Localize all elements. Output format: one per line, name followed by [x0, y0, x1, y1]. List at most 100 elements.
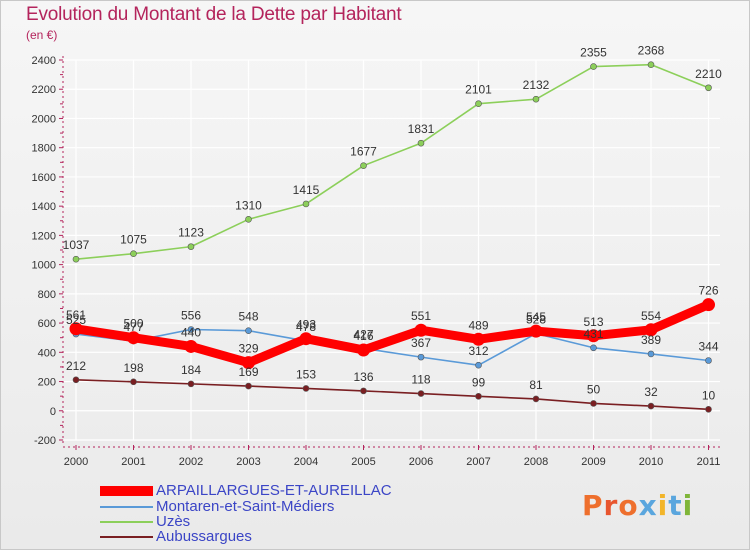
- data-point-aubussargues: [360, 387, 367, 395]
- y-tick-label: 1400: [32, 201, 56, 213]
- data-point-aubussargues: [187, 380, 195, 388]
- data-label-arpaillargues-et-aureillac: 561: [66, 308, 86, 322]
- data-label-uzes: 2368: [638, 44, 665, 58]
- y-tick-label: 0: [50, 406, 56, 418]
- data-point-aubussargues: [72, 376, 80, 384]
- x-tick-label: 2004: [294, 456, 318, 468]
- data-label-uzes: 1037: [63, 238, 90, 252]
- data-label-arpaillargues-et-aureillac: 493: [296, 318, 316, 332]
- data-point-uzes: [360, 162, 367, 169]
- data-label-arpaillargues-et-aureillac: 440: [181, 325, 201, 339]
- data-label-arpaillargues-et-aureillac: 545: [526, 310, 546, 324]
- data-point-arpaillargues-et-aureillac: [242, 356, 255, 370]
- data-label-aubussargues: 99: [472, 375, 486, 389]
- data-label-montaren-et-saint-mediers: 548: [238, 310, 258, 324]
- data-label-arpaillargues-et-aureillac: 551: [411, 309, 431, 323]
- data-point-uzes: [590, 63, 597, 70]
- series-line-aubussargues: [75, 378, 710, 411]
- logo-letter: i: [657, 489, 669, 522]
- data-point-aubussargues: [302, 385, 310, 392]
- data-point-arpaillargues-et-aureillac: [357, 343, 370, 357]
- series-line-uzes: [75, 63, 710, 261]
- data-label-montaren-et-saint-mediers: 525: [66, 313, 86, 327]
- x-tick-label: 2000: [64, 456, 88, 468]
- data-label-uzes: 1415: [293, 183, 320, 197]
- data-label-aubussargues: 81: [529, 378, 543, 392]
- series-lines: [69, 61, 715, 413]
- data-point-montaren-et-saint-mediers: [647, 350, 655, 358]
- data-label-aubussargues: 136: [353, 370, 373, 384]
- data-point-arpaillargues-et-aureillac: [299, 332, 313, 346]
- data-point-uzes: [475, 100, 482, 107]
- logo-letter: o: [618, 489, 639, 522]
- y-tick-label: 400: [38, 347, 56, 359]
- data-point-aubussargues: [647, 402, 655, 410]
- data-point-uzes: [647, 61, 655, 68]
- data-point-arpaillargues-et-aureillac: [414, 323, 428, 337]
- series-line-arpaillargues-et-aureillac: [71, 300, 713, 368]
- data-label-aubussargues: 32: [644, 385, 658, 399]
- data-point-arpaillargues-et-aureillac: [69, 322, 83, 336]
- data-point-aubussargues: [130, 378, 137, 386]
- data-point-montaren-et-saint-mediers: [705, 357, 712, 364]
- logo-letter: P: [582, 489, 604, 522]
- data-point-uzes: [245, 216, 252, 223]
- y-tick-label: 2400: [32, 55, 56, 67]
- data-label-montaren-et-saint-mediers: 478: [296, 320, 316, 334]
- data-point-uzes: [187, 243, 195, 250]
- data-point-aubussargues: [245, 382, 252, 390]
- data-label-aubussargues: 118: [411, 373, 430, 387]
- x-tick-label: 2007: [466, 456, 490, 468]
- y-tick-label: -200: [34, 435, 56, 447]
- x-tick-label: 2005: [351, 456, 375, 468]
- data-point-uzes: [302, 200, 310, 208]
- data-label-montaren-et-saint-mediers: 312: [468, 344, 488, 358]
- proxiti-logo: Proxiti: [582, 489, 693, 522]
- data-label-uzes: 2210: [695, 67, 722, 81]
- axes: -200 0 200 400 600 800 1000 1200 1400 1600 1800 200…: [32, 55, 721, 468]
- legend-label-uzes: Uzès: [156, 513, 191, 530]
- data-label-uzes: 2101: [465, 83, 492, 97]
- chart-subtitle: (en €): [26, 28, 58, 42]
- y-tick-label: 1600: [32, 172, 56, 184]
- data-point-uzes: [532, 95, 540, 103]
- logo-letter: r: [603, 489, 619, 522]
- x-tick-label: 2011: [697, 456, 721, 468]
- data-label-uzes: 1831: [408, 122, 435, 136]
- data-point-uzes: [130, 250, 137, 257]
- data-label-aubussargues: 184: [181, 363, 201, 377]
- data-label-uzes: 2355: [580, 46, 607, 60]
- data-point-arpaillargues-et-aureillac: [184, 339, 198, 353]
- data-point-aubussargues: [532, 395, 540, 403]
- data-label-montaren-et-saint-mediers: 389: [641, 333, 661, 347]
- data-point-arpaillargues-et-aureillac: [127, 331, 140, 345]
- data-label-arpaillargues-et-aureillac: 513: [583, 315, 603, 329]
- x-tick-label: 2010: [639, 456, 663, 468]
- y-tick-label: 200: [38, 377, 56, 389]
- data-label-arpaillargues-et-aureillac: 726: [698, 284, 718, 298]
- data-label-montaren-et-saint-mediers: 528: [526, 313, 546, 327]
- legend-swatch-montaren-et-saint-mediers: [100, 506, 153, 508]
- data-label-montaren-et-saint-mediers: 431: [583, 327, 603, 341]
- legend-label-aubussargues: Aubussargues: [156, 528, 252, 545]
- data-label-montaren-et-saint-mediers: 427: [353, 327, 373, 341]
- data-label-arpaillargues-et-aureillac: 554: [641, 309, 661, 323]
- data-label-uzes: 2132: [523, 78, 550, 92]
- data-label-aubussargues: 198: [123, 361, 143, 375]
- data-point-montaren-et-saint-mediers: [245, 327, 252, 334]
- logo-letter: x: [638, 489, 658, 522]
- y-tick-label: 2000: [32, 113, 56, 125]
- data-point-montaren-et-saint-mediers: [590, 344, 597, 352]
- logo-letter: t: [668, 489, 683, 522]
- data-point-arpaillargues-et-aureillac: [472, 332, 485, 346]
- data-point-arpaillargues-et-aureillac: [529, 324, 543, 338]
- data-point-arpaillargues-et-aureillac: [702, 298, 715, 312]
- y-tick-label: 1000: [32, 260, 56, 272]
- legend-label-arpaillargues-et-aureillac: ARPAILLARGUES-ET-AUREILLAC: [156, 482, 392, 499]
- y-tick-label: 800: [38, 289, 56, 301]
- data-labels: 212 198 184 169 153 136 118 99 81 50 32 10 525 477 556…: [63, 44, 723, 403]
- x-tick-label: 2001: [121, 456, 145, 468]
- data-point-aubussargues: [417, 390, 425, 397]
- data-point-montaren-et-saint-mediers: [417, 353, 425, 361]
